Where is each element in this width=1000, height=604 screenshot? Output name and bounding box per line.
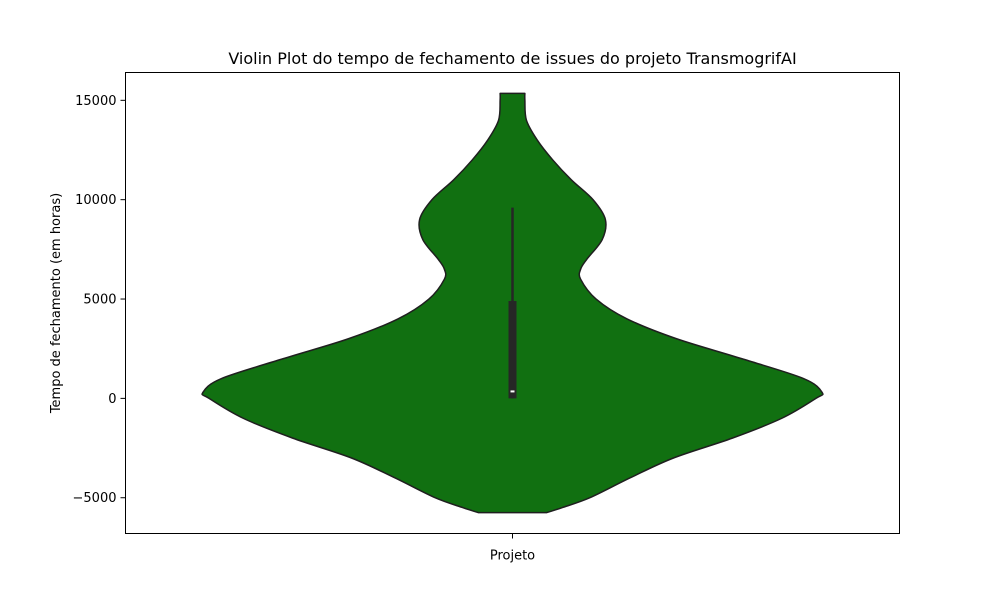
y-tick-label: 15000	[75, 94, 116, 109]
y-tick-label: 10000	[75, 193, 116, 208]
y-axis-label: Tempo de fechamento (em horas)	[49, 193, 64, 414]
y-axis: −5000 0 5000 10000 15000	[73, 94, 126, 506]
median-marker	[510, 390, 515, 393]
plot-marks	[201, 92, 824, 514]
chart-title: Violin Plot do tempo de fechamento de is…	[228, 49, 796, 68]
x-axis: Projeto	[490, 533, 535, 564]
y-tick-label: −5000	[73, 491, 117, 506]
y-tick-label: 5000	[83, 293, 116, 308]
x-tick-label: Projeto	[490, 549, 535, 564]
y-tick-label: 0	[108, 392, 116, 407]
iqr-box	[508, 301, 517, 399]
